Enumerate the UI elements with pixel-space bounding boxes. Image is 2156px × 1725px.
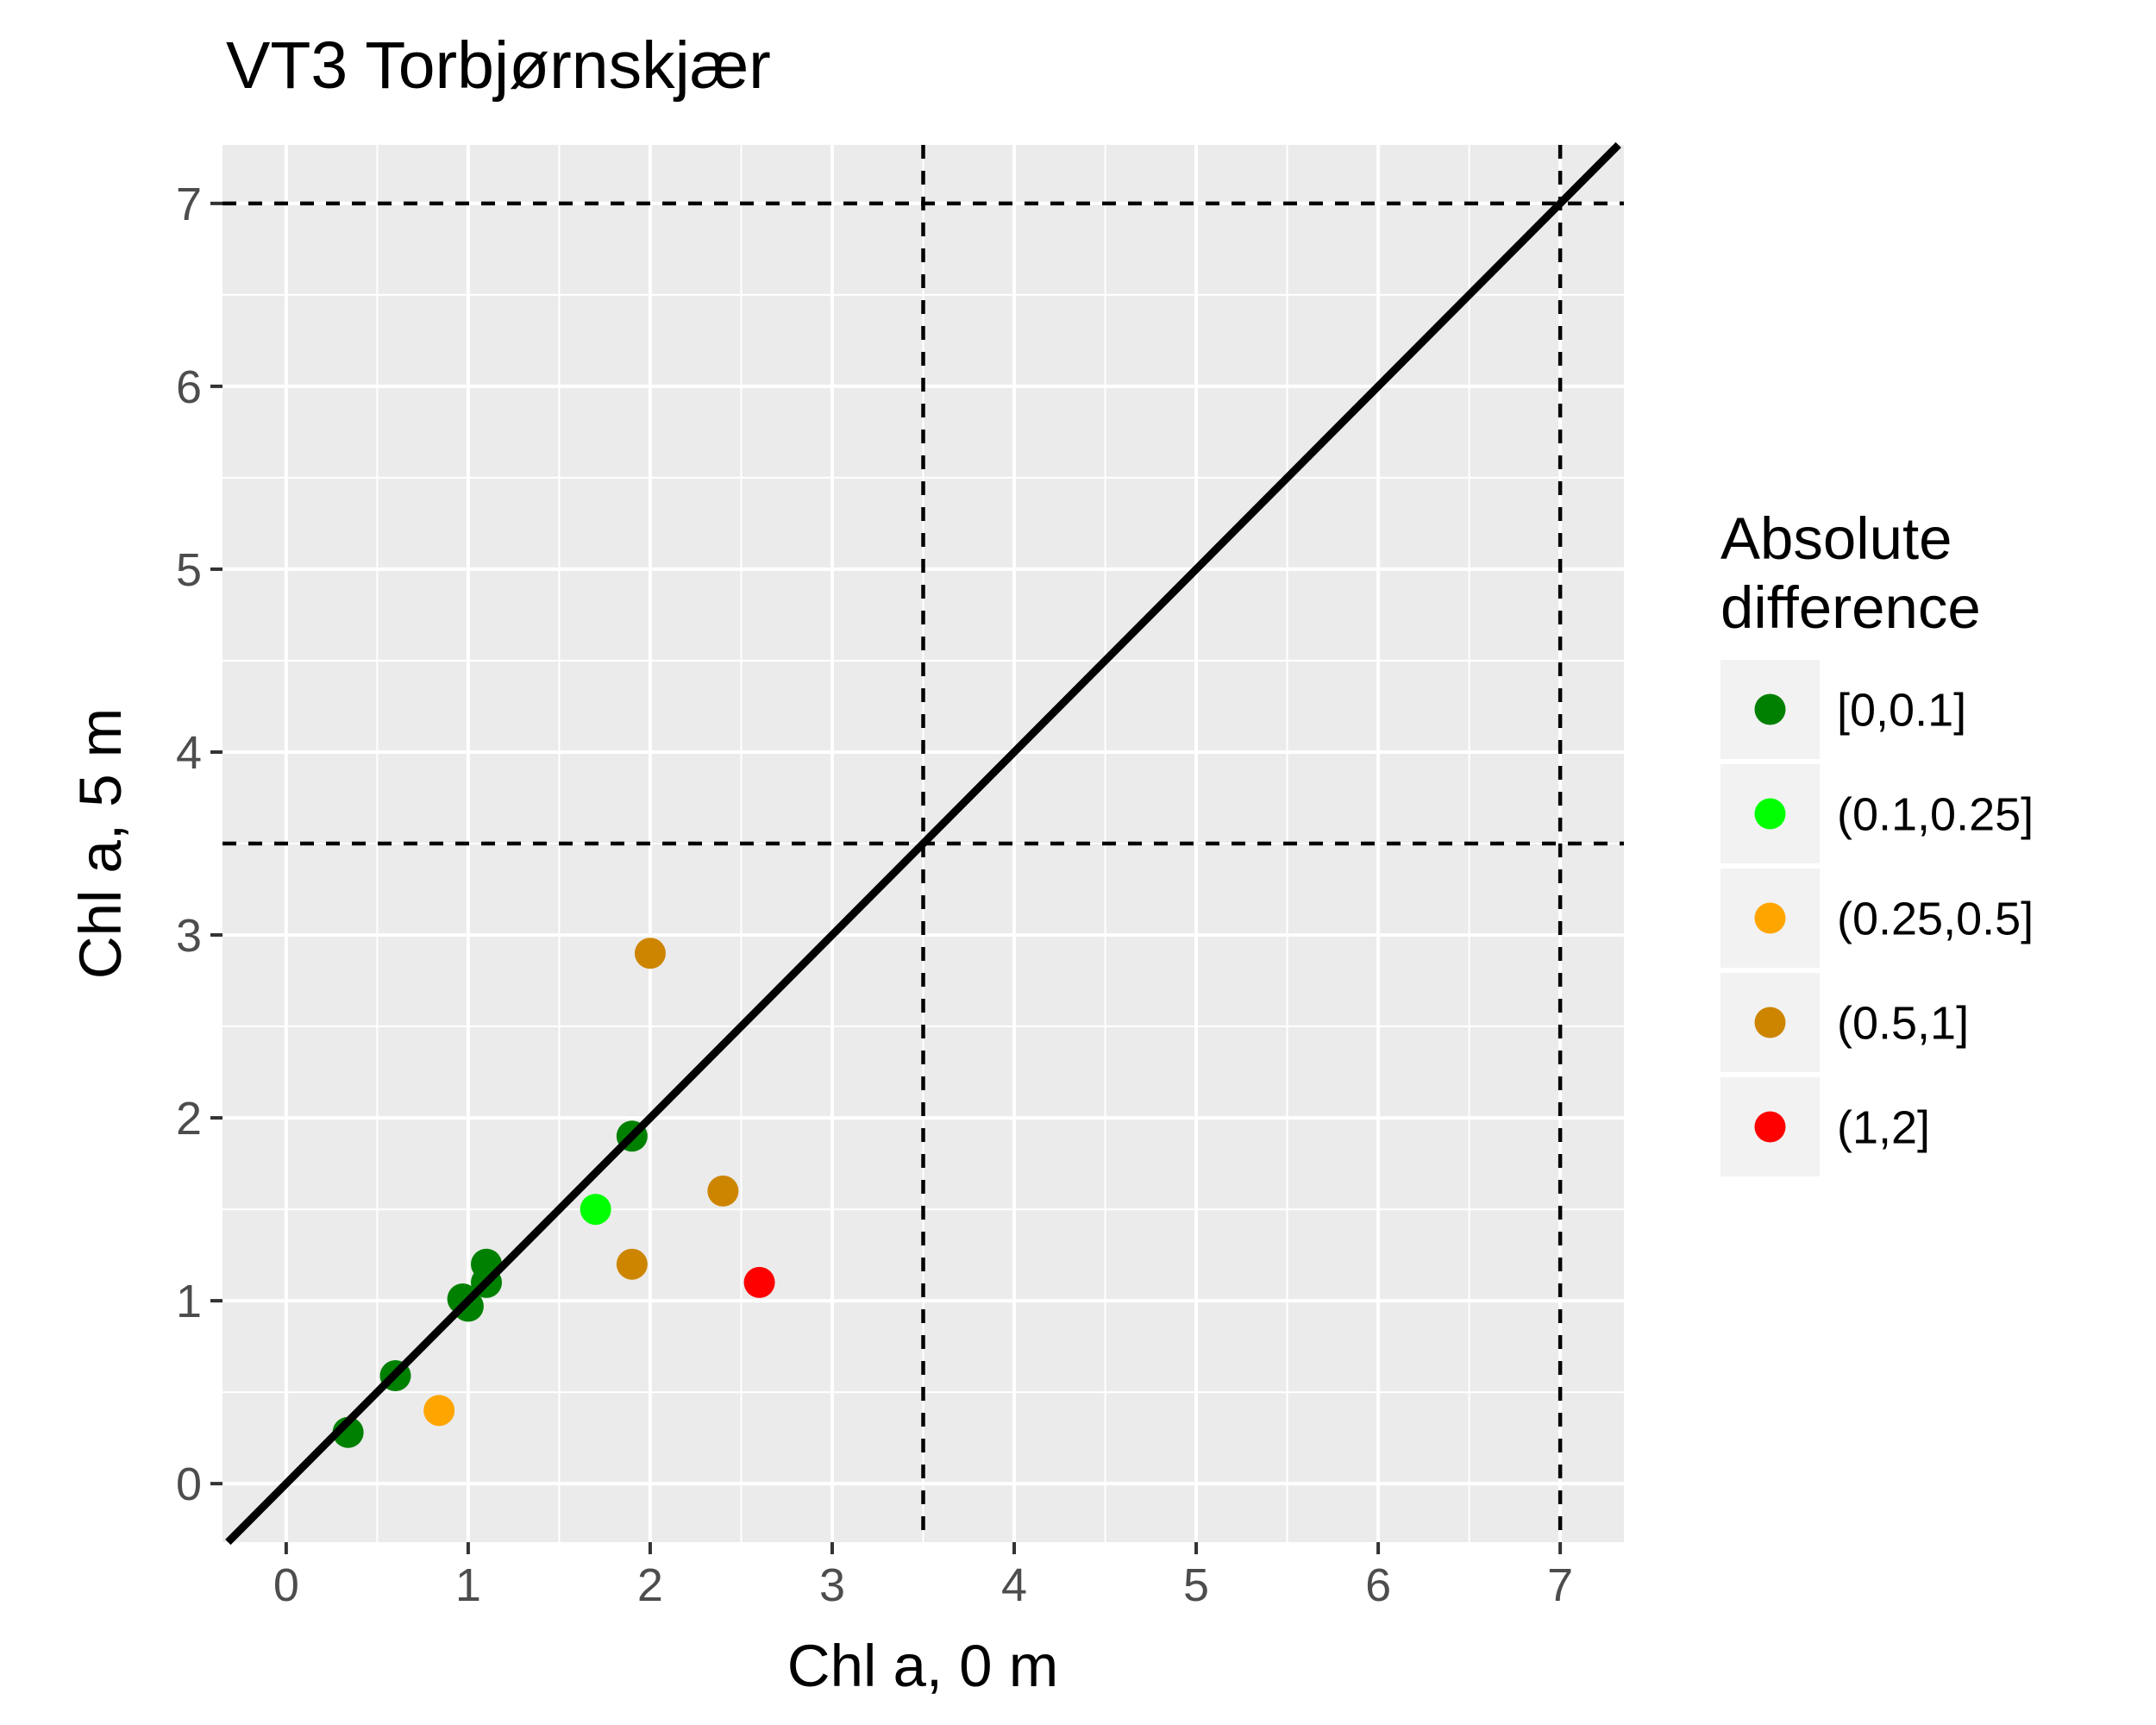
x-tick-label: 7: [1547, 1559, 1573, 1611]
y-tick-label: 0: [176, 1458, 202, 1510]
x-tick-label: 2: [637, 1559, 663, 1611]
y-axis: 0 1 2 3 4 5 6 7: [176, 179, 222, 1510]
legend: Absolute difference [0,0.1] (0.1,0.25] (0.…: [1720, 505, 2034, 1176]
x-axis-title: Chl a, 0 m: [787, 1633, 1058, 1699]
x-tick-label: 6: [1365, 1559, 1391, 1611]
y-tick-label: 1: [176, 1276, 202, 1327]
legend-label: (0.5,1]: [1837, 998, 1969, 1050]
data-point: [580, 1194, 611, 1226]
identity-line: [225, 141, 1621, 1546]
legend-label: [0,0.1]: [1837, 685, 1966, 737]
x-tick-label: 1: [455, 1559, 481, 1611]
legend-title-line2: difference: [1720, 574, 1981, 641]
legend-key-marker: [1754, 1007, 1786, 1038]
chart-title: VT3 Torbjørnskjær: [226, 28, 771, 103]
y-tick-label: 6: [176, 361, 202, 413]
legend-label: (0.1,0.25]: [1837, 789, 2034, 841]
x-axis: 0 1 2 3 4 5 6 7: [273, 1542, 1573, 1611]
data-point: [634, 938, 666, 969]
y-tick-label: 2: [176, 1093, 202, 1145]
legend-key-marker: [1754, 1111, 1786, 1143]
data-point: [743, 1266, 775, 1298]
x-tick-label: 5: [1183, 1559, 1209, 1611]
data-point: [616, 1248, 648, 1280]
legend-key-marker: [1754, 798, 1786, 830]
identity-line-layer: [225, 141, 1621, 1546]
legend-keys: [0,0.1] (0.1,0.25] (0.25,0.5] (0.5,1] (1,2]: [1720, 660, 2034, 1176]
x-tick-label: 3: [819, 1559, 845, 1611]
legend-label: (1,2]: [1837, 1102, 1930, 1154]
y-tick-label: 4: [176, 727, 202, 779]
y-tick-label: 7: [176, 179, 202, 230]
data-point: [707, 1175, 739, 1207]
y-tick-label: 3: [176, 910, 202, 962]
data-point: [423, 1395, 455, 1427]
x-tick-label: 0: [273, 1559, 299, 1611]
x-tick-label: 4: [1001, 1559, 1027, 1611]
y-axis-title: Chl a, 5 m: [67, 708, 134, 979]
legend-key-marker: [1754, 902, 1786, 934]
legend-title-line1: Absolute: [1720, 505, 1952, 572]
legend-key-marker: [1754, 693, 1786, 725]
y-tick-label: 5: [176, 544, 202, 596]
legend-label: (0.25,0.5]: [1837, 894, 2034, 945]
